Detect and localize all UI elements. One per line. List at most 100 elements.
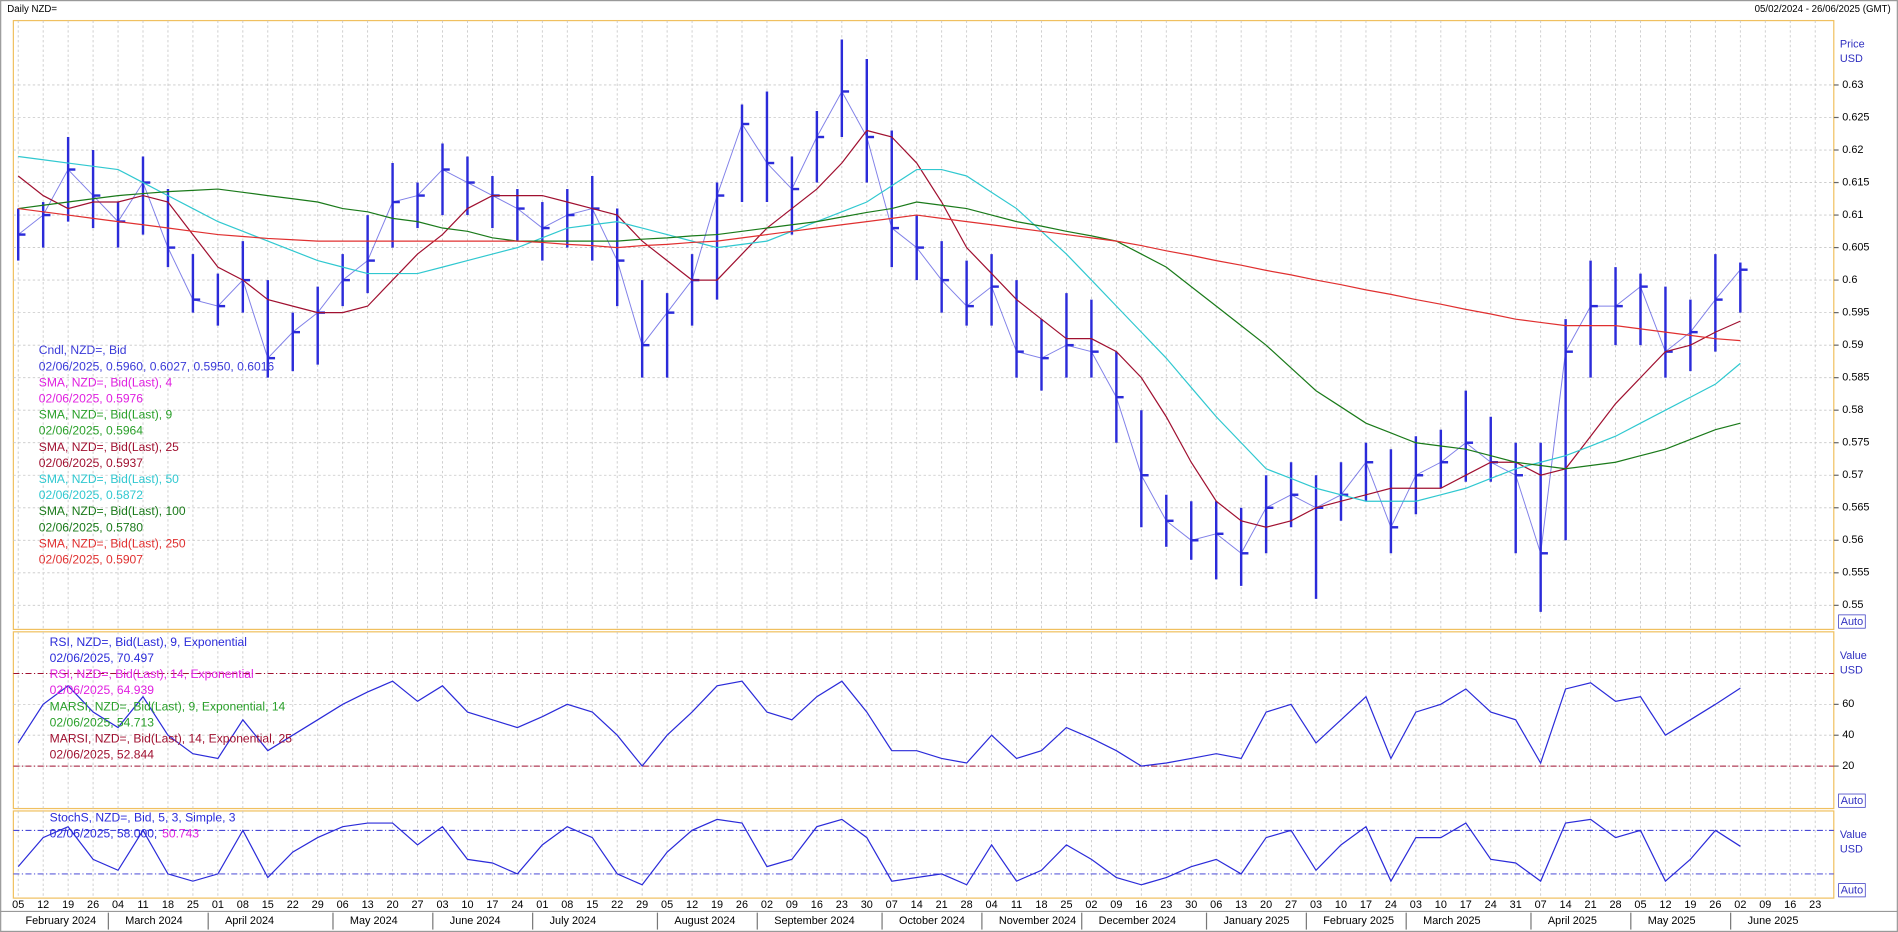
y-tick-label: 0.615	[1842, 176, 1869, 188]
legend-value: 02/06/2025, 64.939	[50, 683, 155, 697]
month-label: November 2024	[999, 915, 1076, 927]
series-line	[18, 188, 1741, 470]
x-tick-label: 10	[1335, 899, 1347, 911]
x-tick-label: 11	[1011, 899, 1022, 911]
x-tick-label: 18	[162, 899, 174, 911]
x-tick-label: 19	[1684, 899, 1696, 911]
x-tick-label: 22	[287, 899, 299, 911]
y-tick-label: 0.575	[1842, 437, 1869, 449]
x-tick-label: 24	[1485, 899, 1497, 911]
series-line	[17, 129, 1741, 528]
x-tick-label: 24	[1385, 899, 1397, 911]
y-tick-label: 60	[1842, 698, 1854, 710]
x-tick-label: 26	[87, 899, 99, 911]
x-tick-label: 19	[711, 899, 723, 911]
x-tick-label: 19	[62, 899, 74, 911]
legend-name: MARSI, NZD=, Bid(Last), 9, Exponential, …	[50, 699, 286, 713]
x-tick-label: 09	[1759, 899, 1771, 911]
y-tick-label: 0.565	[1842, 502, 1869, 514]
x-tick-label: 07	[1535, 899, 1547, 911]
y-tick-label: 0.555	[1842, 567, 1869, 579]
y-axis-unit: USD	[1840, 53, 1863, 65]
month-label: February 2024	[25, 915, 96, 927]
x-tick-label: 16	[811, 899, 823, 911]
legend-value: 02/06/2025, 0.5907	[39, 552, 144, 566]
x-tick-label: 02	[1085, 899, 1097, 911]
x-tick-label: 28	[961, 899, 973, 911]
month-label: September 2024	[774, 915, 854, 927]
x-tick-label: 17	[1460, 899, 1472, 911]
chart-title: Daily NZD=	[7, 4, 57, 15]
x-tick-label: 27	[1285, 899, 1297, 911]
x-tick-label: 05	[661, 899, 673, 911]
month-label: October 2024	[899, 915, 965, 927]
scale-mode: Auto	[1841, 616, 1863, 628]
month-label: May 2024	[350, 915, 398, 927]
x-tick-label: 09	[786, 899, 798, 911]
x-tick-label: 16	[1784, 899, 1796, 911]
x-tick-label: 02	[1734, 899, 1746, 911]
month-label: August 2024	[674, 915, 735, 927]
y-tick-label: 0.62	[1842, 144, 1863, 156]
month-label: April 2024	[225, 915, 274, 927]
x-tick-label: 25	[187, 899, 199, 911]
series-line	[18, 207, 1741, 342]
legend-name: RSI, NZD=, Bid(Last), 9, Exponential	[50, 635, 247, 649]
x-tick-label: 17	[1360, 899, 1372, 911]
x-tick-label: 24	[511, 899, 523, 911]
x-tick-label: 16	[1135, 899, 1147, 911]
legend-name: RSI, NZD=, Bid(Last), 14, Exponential	[50, 667, 254, 681]
x-tick-label: 10	[1435, 899, 1447, 911]
month-label: June 2024	[450, 915, 501, 927]
x-tick-label: 20	[1260, 899, 1272, 911]
close-line	[17, 90, 1741, 555]
x-tick-label: 12	[37, 899, 49, 911]
x-tick-label: 27	[411, 899, 423, 911]
x-tick-label: 20	[387, 899, 399, 911]
x-tick-label: 08	[237, 899, 249, 911]
x-tick-label: 23	[1809, 899, 1821, 911]
x-tick-label: 03	[436, 899, 448, 911]
x-tick-label: 21	[936, 899, 948, 911]
series-line	[18, 155, 1741, 502]
x-tick-label: 22	[611, 899, 623, 911]
x-tick-label: 29	[312, 899, 324, 911]
legend-value: 02/06/2025, 0.5872	[39, 488, 144, 502]
y-tick-label: 0.585	[1842, 372, 1869, 384]
x-tick-label: 17	[486, 899, 498, 911]
x-tick-label: 05	[12, 899, 24, 911]
x-tick-label: 13	[1235, 899, 1247, 911]
x-tick-label: 05	[1634, 899, 1646, 911]
legend-value: 02/06/2025, 58.000,	[50, 827, 158, 841]
x-tick-label: 04	[986, 899, 998, 911]
y-axis-title: Price	[1840, 39, 1865, 51]
stoch-pane	[12, 810, 1835, 899]
y-axis-unit: USD	[1840, 844, 1863, 856]
x-tick-label: 15	[586, 899, 598, 911]
y-tick-label: 0.625	[1842, 111, 1869, 123]
scale-mode: Auto	[1841, 885, 1863, 897]
month-label: February 2025	[1323, 915, 1394, 927]
month-label: April 2025	[1548, 915, 1597, 927]
x-tick-label: 14	[1560, 899, 1572, 911]
x-tick-label: 02	[761, 899, 773, 911]
series-line	[17, 680, 1741, 768]
x-tick-label: 15	[262, 899, 274, 911]
y-tick-label: 0.55	[1842, 599, 1863, 611]
legend-name: SMA, NZD=, Bid(Last), 100	[39, 504, 186, 518]
legend-value: 02/06/2025, 0.5976	[39, 392, 144, 406]
x-tick-label: 28	[1609, 899, 1621, 911]
legend-value: 02/06/2025, 0.5780	[39, 520, 144, 534]
month-label: July 2024	[550, 915, 597, 927]
x-tick-label: 29	[636, 899, 648, 911]
legend-value: 02/06/2025, 52.844	[50, 748, 155, 762]
x-tick-label: 01	[212, 899, 224, 911]
legend-name: SMA, NZD=, Bid(Last), 4	[39, 375, 173, 389]
y-tick-label: 0.56	[1842, 534, 1863, 546]
rsi-pane	[12, 631, 1835, 810]
legend-name: MARSI, NZD=, Bid(Last), 14, Exponential,…	[50, 732, 293, 746]
x-tick-label: 03	[1310, 899, 1322, 911]
y-axis-title: Value	[1840, 650, 1867, 662]
x-tick-label: 13	[362, 899, 374, 911]
